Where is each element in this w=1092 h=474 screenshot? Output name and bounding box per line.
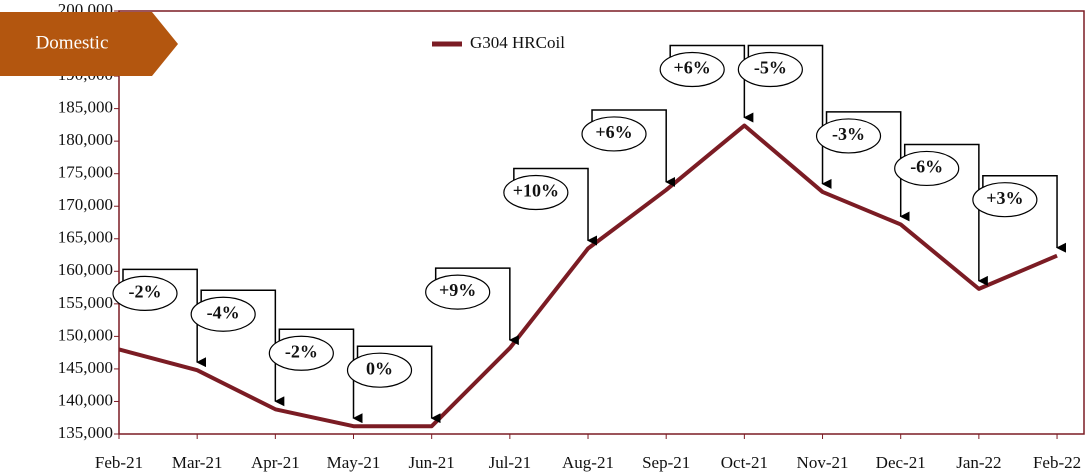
x-tick-label: Apr-21 [251, 453, 300, 472]
annotation-bracket [591, 109, 676, 187]
annotation-label: -3% [832, 124, 865, 144]
annotation-bracket [513, 167, 598, 246]
x-tick-label: Jul-21 [489, 453, 532, 472]
annotation-bubble [972, 182, 1038, 218]
annotation-bracket [747, 44, 832, 189]
series-line [118, 123, 1058, 429]
annotation-bubble [815, 118, 882, 154]
y-tick-label: 160,000 [58, 260, 113, 279]
x-tick-label: Feb-22 [1033, 453, 1081, 472]
annotation-label: -2% [129, 282, 162, 302]
x-tick-label: May-21 [327, 453, 381, 472]
annotation-bracket [434, 267, 519, 346]
annotation-label: +10% [513, 181, 559, 201]
y-tick-label: 140,000 [58, 390, 113, 409]
plot-frame [118, 10, 1085, 435]
annotation-bubble [503, 174, 569, 211]
y-tick-label: 135,000 [58, 423, 113, 442]
annotation-bracket [903, 143, 988, 286]
annotation-bubble [190, 296, 256, 332]
annotation-label: +6% [674, 58, 711, 78]
annotation-bubble [659, 51, 725, 88]
x-tick-label: Nov-21 [797, 453, 849, 472]
y-tick-label: 175,000 [58, 163, 113, 182]
annotation-label: -5% [754, 58, 787, 78]
y-tick-label: 170,000 [58, 195, 113, 214]
annotation-bubble [581, 116, 647, 152]
x-tick-label: Jun-21 [409, 453, 455, 472]
legend-label: G304 HRCoil [470, 33, 565, 52]
y-tick-label: 185,000 [58, 98, 113, 117]
annotation-bracket [982, 174, 1067, 253]
y-tick-label: 155,000 [58, 293, 113, 312]
y-tick-label: 180,000 [58, 130, 113, 149]
tag-shape [0, 12, 178, 76]
annotation-bubble [737, 51, 803, 88]
x-tick-label: Aug-21 [562, 453, 614, 472]
x-tick-label: Feb-21 [95, 453, 143, 472]
annotation-label: 0% [366, 358, 393, 378]
annotation-bubble [346, 352, 413, 388]
annotation-bubble [268, 335, 334, 371]
annotation-label: -2% [285, 341, 318, 361]
annotation-label: +3% [986, 188, 1023, 208]
annotation-bracket [356, 345, 441, 424]
tag-label: Domestic [36, 32, 109, 53]
x-tick-label: Mar-21 [172, 453, 223, 472]
y-tick-label: 145,000 [58, 358, 113, 377]
annotation-bracket [669, 44, 754, 123]
x-tick-label: Jan-22 [956, 453, 1001, 472]
annotation-bubble [425, 274, 491, 310]
y-tick-label: 150,000 [58, 325, 113, 344]
x-tick-label: Dec-21 [876, 453, 926, 472]
annotation-bubble [894, 150, 960, 187]
annotation-bubble [112, 275, 178, 311]
annotation-label: -4% [207, 302, 240, 322]
annotation-label: +9% [439, 280, 476, 300]
x-tick-label: Sep-21 [642, 453, 690, 472]
y-tick-label: 165,000 [58, 228, 113, 247]
x-tick-label: Oct-21 [721, 453, 768, 472]
annotation-label: +6% [595, 122, 632, 142]
annotation-label: -6% [910, 157, 943, 177]
